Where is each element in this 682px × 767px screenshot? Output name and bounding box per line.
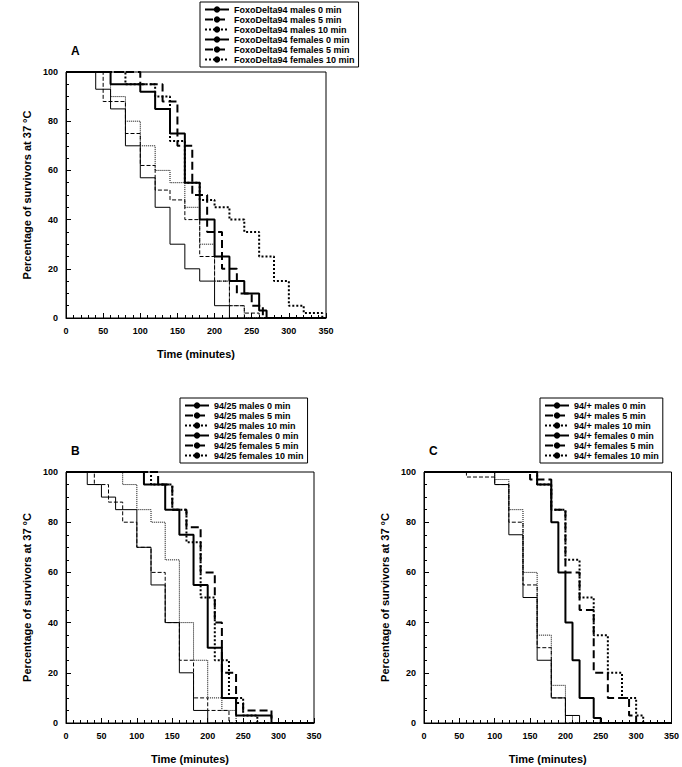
svg-text:94/+ males 10 min: 94/+ males 10 min	[574, 421, 651, 431]
svg-text:50: 50	[454, 731, 464, 741]
svg-text:300: 300	[629, 731, 644, 741]
svg-text:150: 150	[165, 731, 180, 741]
svg-text:Time (minutes): Time (minutes)	[509, 753, 587, 765]
svg-text:0: 0	[53, 718, 58, 728]
svg-text:FoxoDelta94 males 5 min: FoxoDelta94 males 5 min	[234, 15, 342, 25]
svg-text:Time (minutes): Time (minutes)	[157, 348, 235, 360]
svg-text:A: A	[71, 44, 80, 58]
svg-text:20: 20	[406, 668, 416, 678]
svg-text:40: 40	[406, 618, 416, 628]
svg-text:0: 0	[63, 326, 68, 336]
svg-text:FoxoDelta94 females 10 min: FoxoDelta94 females 10 min	[234, 55, 355, 65]
svg-text:94/+ males 0 min: 94/+ males 0 min	[574, 401, 646, 411]
svg-text:300: 300	[271, 731, 286, 741]
svg-text:94/25 females 5 min: 94/25 females 5 min	[214, 441, 299, 451]
svg-text:0: 0	[53, 313, 58, 323]
svg-text:FoxoDelta94 males 0 min: FoxoDelta94 males 0 min	[234, 5, 342, 15]
svg-text:250: 250	[593, 731, 608, 741]
svg-text:94/25 males 10 min: 94/25 males 10 min	[214, 421, 296, 431]
svg-text:94/+ females 10 min: 94/+ females 10 min	[574, 451, 659, 461]
svg-text:FoxoDelta94 females 0 min: FoxoDelta94 females 0 min	[234, 35, 350, 45]
svg-text:350: 350	[306, 731, 321, 741]
svg-text:60: 60	[406, 567, 416, 577]
svg-text:100: 100	[43, 467, 58, 477]
svg-text:50: 50	[96, 731, 106, 741]
svg-text:Percentage of survivors at 37: Percentage of survivors at 37 °C	[21, 513, 33, 682]
svg-text:Percentage of survivors at 37: Percentage of survivors at 37 °C	[379, 513, 391, 682]
svg-text:C: C	[429, 444, 438, 458]
svg-text:150: 150	[523, 731, 538, 741]
svg-text:94/25 females 10 min: 94/25 females 10 min	[214, 451, 304, 461]
svg-text:80: 80	[48, 116, 58, 126]
svg-text:94/+ males 5 min: 94/+ males 5 min	[574, 411, 646, 421]
svg-text:200: 200	[207, 326, 222, 336]
svg-text:100: 100	[487, 731, 502, 741]
svg-text:0: 0	[421, 731, 426, 741]
svg-text:20: 20	[48, 668, 58, 678]
svg-text:Time (minutes): Time (minutes)	[151, 753, 229, 765]
svg-text:94/+ females 0 min: 94/+ females 0 min	[574, 431, 654, 441]
svg-text:350: 350	[318, 326, 333, 336]
svg-text:94/25 males 5 min: 94/25 males 5 min	[214, 411, 291, 421]
svg-text:60: 60	[48, 165, 58, 175]
svg-text:50: 50	[98, 326, 108, 336]
svg-text:FoxoDelta94 females 5 min: FoxoDelta94 females 5 min	[234, 45, 350, 55]
svg-text:0: 0	[411, 718, 416, 728]
svg-text:20: 20	[48, 264, 58, 274]
svg-text:250: 250	[236, 731, 251, 741]
svg-text:80: 80	[48, 517, 58, 527]
svg-text:150: 150	[170, 326, 185, 336]
svg-text:0: 0	[63, 731, 68, 741]
svg-text:100: 100	[133, 326, 148, 336]
svg-text:94/+ females 5 min: 94/+ females 5 min	[574, 441, 654, 451]
svg-text:80: 80	[406, 517, 416, 527]
svg-text:300: 300	[281, 326, 296, 336]
svg-text:60: 60	[48, 567, 58, 577]
svg-text:40: 40	[48, 618, 58, 628]
svg-text:94/25 females 0 min: 94/25 females 0 min	[214, 431, 299, 441]
svg-text:100: 100	[401, 467, 416, 477]
svg-text:40: 40	[48, 215, 58, 225]
svg-text:250: 250	[244, 326, 259, 336]
svg-text:100: 100	[129, 731, 144, 741]
svg-text:200: 200	[558, 731, 573, 741]
svg-text:100: 100	[43, 67, 58, 77]
svg-text:200: 200	[200, 731, 215, 741]
svg-text:B: B	[71, 444, 80, 458]
svg-text:Percentage of survivors at 37: Percentage of survivors at 37 °C	[21, 111, 33, 280]
svg-text:94/25 males 0 min: 94/25 males 0 min	[214, 401, 291, 411]
svg-text:350: 350	[664, 731, 679, 741]
svg-text:FoxoDelta94 males 10 min: FoxoDelta94 males 10 min	[234, 25, 347, 35]
